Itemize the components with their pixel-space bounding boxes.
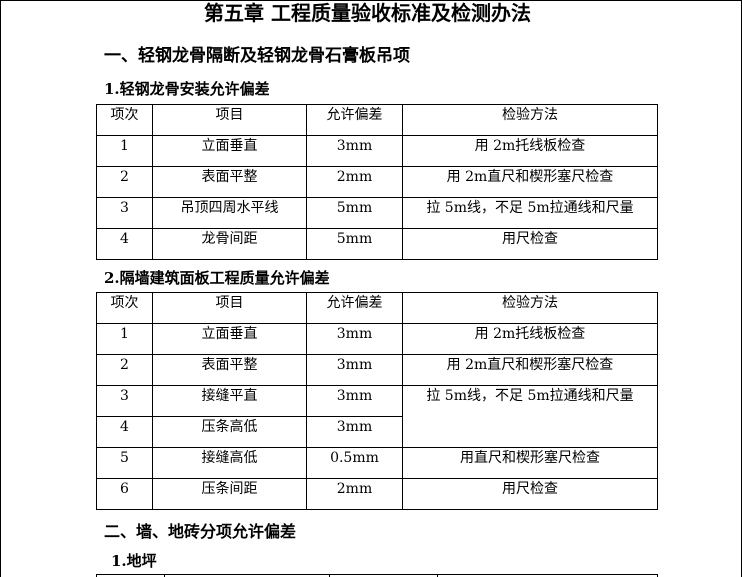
column-header: 项次 — [96, 292, 153, 324]
column-header: 允许偏差 — [306, 292, 403, 324]
table-cell: 3 — [96, 197, 153, 229]
table-cell: 1 — [96, 323, 153, 355]
table-cell: 用 2m托线板检查 — [402, 135, 658, 167]
table-row: 5 接缝高低 0.5mm 用直尺和楔形塞尺检查 — [96, 447, 658, 479]
table-cell: 用直尺和楔形塞尺检查 — [402, 447, 658, 479]
table-cell: 用 2m托线板检查 — [402, 323, 658, 355]
table-cell: 龙骨间距 — [152, 228, 307, 260]
tolerance-table-1: 项次 项目 允许偏差 检验方法 1 立面垂直 3mm 用 2m托线板检查 2 表面平整 2mm 用 2… — [96, 104, 658, 260]
table-cell: 用尺检查 — [402, 228, 658, 260]
table-cell: 吊顶四周水平线 — [152, 197, 307, 229]
table-caption: 1.轻钢龙骨安装允许偏差 — [104, 80, 270, 98]
subsection-heading: 1.地坪 — [111, 552, 157, 570]
column-header: 项目 — [152, 104, 307, 136]
table-cell — [437, 574, 658, 577]
table-cell: 压条间距 — [152, 478, 307, 510]
column-header: 项次 — [96, 104, 153, 136]
table-row: 4 龙骨间距 5mm 用尺检查 — [96, 228, 658, 260]
tolerance-table-2: 项次 项目 允许偏差 检验方法 1 立面垂直 3mm 用 2m托线板检查 2 表面平整 3mm 用 2… — [96, 292, 658, 510]
table-caption: 2.隔墙建筑面板工程质量允许偏差 — [104, 269, 330, 287]
table-header-row: 项次 项目 允许偏差 检验方法 — [96, 292, 658, 324]
table-cell: 用尺检查 — [402, 478, 658, 510]
floor-table — [96, 574, 658, 577]
table-cell: 表面平整 — [152, 354, 307, 386]
table-cell: 5mm — [306, 197, 403, 229]
table-row: 4 压条高低 3mm — [96, 416, 658, 448]
table-cell: 拉 5m线，不足 5m拉通线和尺量 — [402, 385, 658, 448]
table-cell: 3 — [96, 385, 153, 417]
table-cell: 立面垂直 — [152, 323, 307, 355]
table-cell: 1 — [96, 135, 153, 167]
table-cell: 接缝平直 — [152, 385, 307, 417]
table-row: 1 立面垂直 3mm 用 2m托线板检查 — [96, 323, 658, 355]
column-header: 检验方法 — [402, 104, 658, 136]
table-row: 3 吊顶四周水平线 5mm 拉 5m线，不足 5m拉通线和尺量 — [96, 197, 658, 229]
table-row: 3 接缝平直 3mm 拉 5m线，不足 5m拉通线和尺量 — [96, 385, 658, 448]
section-heading: 二、墙、地砖分项允许偏差 — [104, 522, 297, 541]
table-cell: 2 — [96, 166, 153, 198]
table-cell: 接缝高低 — [152, 447, 307, 479]
table-cell: 3mm — [306, 416, 403, 448]
table-cell: 压条高低 — [152, 416, 307, 448]
column-header: 检验方法 — [402, 292, 658, 324]
table-cell: 4 — [96, 228, 153, 260]
table-cell: 2 — [96, 354, 153, 386]
table-cell: 表面平整 — [152, 166, 307, 198]
table-row: 2 表面平整 3mm 用 2m直尺和楔形塞尺检查 — [96, 354, 658, 386]
table-cell: 2mm — [306, 478, 403, 510]
table-cell: 4 — [96, 416, 153, 448]
column-header: 项目 — [152, 292, 307, 324]
table-header-row: 项次 项目 允许偏差 检验方法 — [96, 104, 658, 136]
table-cell: 用 2m直尺和楔形塞尺检查 — [402, 354, 658, 386]
table-row: 6 压条间距 2mm 用尺检查 — [96, 478, 658, 510]
table-cell: 2mm — [306, 166, 403, 198]
table-cell: 3mm — [306, 354, 403, 386]
table-cell: 0.5mm — [306, 447, 403, 479]
table-row: 2 表面平整 2mm 用 2m直尺和楔形塞尺检查 — [96, 166, 658, 198]
table-cell: 3mm — [306, 323, 403, 355]
table-cell: 5 — [96, 447, 153, 479]
table-cell: 立面垂直 — [152, 135, 307, 167]
table-cell: 3mm — [306, 385, 403, 417]
table-row: 1 立面垂直 3mm 用 2m托线板检查 — [96, 135, 658, 167]
chapter-title: 第五章 工程质量验收标准及检测办法 — [204, 1, 531, 25]
table-cell: 6 — [96, 478, 153, 510]
table-cell: 拉 5m线，不足 5m拉通线和尺量 — [402, 197, 658, 229]
section-heading: 一、轻钢龙骨隔断及轻钢龙骨石膏板吊项 — [104, 46, 410, 66]
column-header: 允许偏差 — [306, 104, 403, 136]
table-cell: 5mm — [306, 228, 403, 260]
table-cell: 3mm — [306, 135, 403, 167]
table-cell: 用 2m直尺和楔形塞尺检查 — [402, 166, 658, 198]
